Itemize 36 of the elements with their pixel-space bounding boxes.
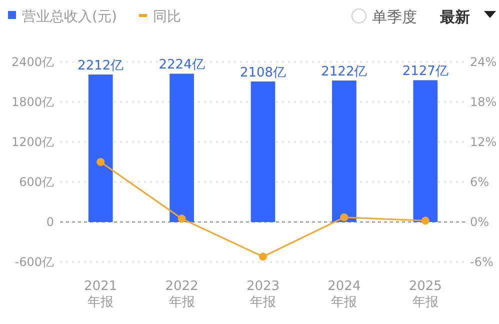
y2-tick-label: 12%	[470, 135, 497, 149]
x-tick-label: 2025 年报	[408, 279, 442, 310]
point	[259, 252, 267, 261]
x-tick-label: 2023 年报	[246, 279, 280, 310]
y2-tick-label: 0%	[470, 215, 490, 229]
y-tick-label: 1800亿	[11, 95, 54, 109]
y-tick-label: 0	[46, 215, 54, 229]
y2-tick-label: 24%	[470, 55, 497, 69]
text: 最新	[439, 8, 470, 26]
text: 单季度	[372, 8, 417, 26]
point	[340, 213, 348, 222]
data-label: 2127亿	[402, 64, 448, 80]
y-tick-label: 600亿	[19, 175, 54, 189]
x-tick-label: 2022 年报	[165, 279, 198, 310]
bar	[413, 80, 438, 222]
data-label: 2108亿	[240, 65, 286, 80]
bar	[88, 74, 113, 222]
bar	[250, 81, 276, 222]
data-label: 2224亿	[158, 58, 205, 73]
y-tick-label: 2400亿	[11, 55, 54, 69]
point	[178, 214, 186, 223]
point	[96, 158, 105, 166]
x-tick-label: 2021 年报	[84, 279, 118, 310]
y2-tick-label: 6%	[470, 175, 490, 189]
y2-tick-label: -6%	[470, 255, 494, 269]
bar	[170, 74, 194, 222]
y-tick-label: 1200亿	[11, 135, 54, 149]
legend-label: 营业总收入(元)	[22, 9, 117, 25]
bar	[332, 80, 356, 222]
legend-label: 同比	[152, 9, 181, 25]
y-tick-label: -600亿	[14, 255, 54, 269]
point	[421, 216, 430, 225]
data-label: 2122亿	[321, 64, 368, 80]
data-label: 2212亿	[78, 58, 124, 74]
y2-tick-label: 18%	[470, 95, 497, 109]
x-tick-label: 2024 年报	[328, 279, 361, 310]
